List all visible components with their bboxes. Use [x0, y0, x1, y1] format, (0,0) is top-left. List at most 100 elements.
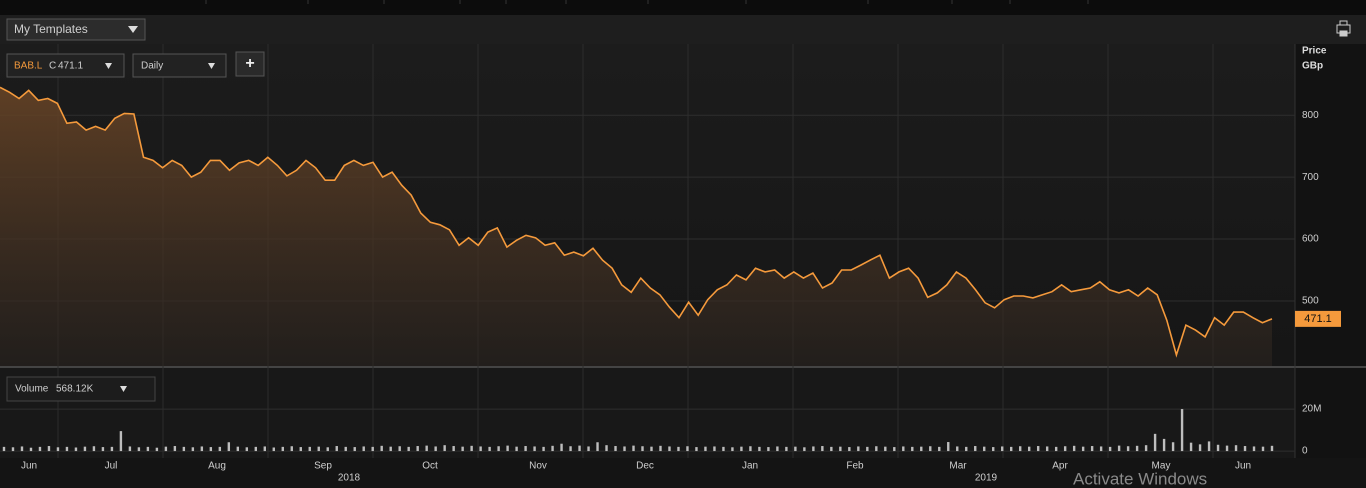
- print-button[interactable]: [1336, 20, 1351, 37]
- last-price-box: [1295, 310, 1341, 327]
- year-label: 2018: [338, 473, 361, 484]
- volume-bar: [560, 443, 563, 452]
- volume-bar: [146, 446, 150, 452]
- volume-bar: [398, 446, 401, 452]
- volume-bar: [281, 446, 284, 452]
- volume-bar: [515, 446, 518, 452]
- volume-bar: [893, 447, 896, 452]
- y-tick-label: 700: [1302, 172, 1319, 183]
- volume-bar: [992, 447, 995, 452]
- volume-bar: [947, 442, 950, 452]
- volume-bar: [371, 446, 374, 452]
- volume-bar: [1144, 445, 1148, 452]
- y-tick-label: 800: [1302, 110, 1319, 121]
- volume-bar: [470, 445, 473, 452]
- volume-bar: [362, 446, 365, 452]
- tab-dividers: [205, 0, 1089, 4]
- volume-bar: [1090, 446, 1094, 452]
- volume-bar: [605, 445, 608, 452]
- volume-bar: [758, 446, 761, 452]
- volume-bar: [56, 447, 60, 452]
- volume-bar: [767, 447, 770, 452]
- volume-bar: [596, 442, 599, 452]
- volume-bar: [1072, 445, 1076, 452]
- volume-bar: [1153, 433, 1157, 452]
- volume-bar: [668, 446, 671, 452]
- volume-bar: [1261, 446, 1265, 452]
- volume-bar: [830, 446, 833, 452]
- x-tick-label: Jan: [742, 461, 758, 472]
- volume-bar: [794, 446, 797, 452]
- volume-bar: [344, 446, 347, 452]
- volume-bar: [839, 446, 842, 452]
- volume-label: Volume: [15, 384, 49, 395]
- volume-bar: [1162, 438, 1166, 452]
- volume-bar: [236, 446, 240, 452]
- volume-bar: [704, 446, 707, 452]
- add-button[interactable]: [235, 51, 265, 77]
- volume-bar: [173, 446, 177, 452]
- volume-bar: [290, 446, 293, 452]
- volume-bar: [659, 445, 662, 452]
- volume-bar: [1063, 446, 1067, 452]
- volume-bar: [65, 446, 69, 452]
- volume-bar: [272, 447, 275, 452]
- volume-bar: [1126, 446, 1130, 452]
- templates-dropdown[interactable]: [6, 18, 146, 41]
- volume-bar: [1171, 442, 1175, 452]
- symbol-box[interactable]: [6, 53, 125, 78]
- volume-bar: [128, 446, 132, 452]
- volume-bar: [164, 446, 168, 452]
- volume-bar: [911, 446, 914, 452]
- volume-bar: [245, 447, 249, 452]
- volume-bar: [1045, 446, 1049, 452]
- volume-bar: [200, 446, 204, 452]
- volume-bar: [380, 445, 383, 452]
- volume-bar: [632, 445, 635, 452]
- volume-bar: [1243, 446, 1247, 452]
- y-tick-label: 0: [1302, 446, 1308, 457]
- y-tick-label: 500: [1302, 296, 1319, 307]
- volume-bar: [1117, 445, 1121, 452]
- volume-bar: [20, 446, 24, 452]
- volume-bar: [920, 446, 923, 452]
- price-area: [0, 87, 1272, 367]
- x-tick-label: Nov: [529, 461, 547, 472]
- volume-bar: [956, 446, 959, 452]
- close-prefix: C: [49, 61, 56, 72]
- volume-bar: [875, 446, 878, 452]
- volume-bar: [722, 446, 725, 452]
- volume-bar: [884, 446, 887, 452]
- volume-bar: [983, 446, 986, 452]
- volume-bar: [1189, 442, 1193, 452]
- last-price-label: 471.1: [1304, 313, 1332, 325]
- volume-bar: [1252, 446, 1256, 452]
- volume-bar: [119, 431, 123, 452]
- volume-bar: [443, 445, 446, 452]
- interval: Daily: [141, 61, 163, 72]
- volume-bar: [740, 446, 743, 452]
- year-label: 2019: [975, 473, 998, 484]
- symbol: BAB.L: [14, 61, 43, 72]
- plot: 500 600 700 800 471.1 20M 0 Jun Jul Aug Sep Oct Nov D…: [0, 86, 1341, 484]
- y-tick-label: 600: [1302, 234, 1319, 245]
- interval-box[interactable]: [132, 53, 227, 78]
- volume-bar: [83, 446, 87, 452]
- volume-bar: [614, 446, 617, 452]
- volume-bar: [218, 446, 222, 452]
- volume-bar: [452, 446, 455, 452]
- x-tick-label: Jun: [21, 461, 37, 472]
- x-tick-label: Feb: [846, 461, 864, 472]
- volume-bar: [326, 447, 329, 452]
- volume-bar: [1180, 409, 1184, 452]
- price-axis-title: Price: [1302, 46, 1327, 57]
- price-axis-unit: GBp: [1302, 61, 1323, 72]
- volume-bar: [1234, 445, 1238, 452]
- volume-bar: [227, 442, 231, 452]
- volume-bar: [353, 447, 356, 452]
- volume-box[interactable]: [6, 376, 156, 402]
- volume-bar: [29, 447, 33, 452]
- volume-bar: [2, 446, 6, 452]
- x-tick-label: Apr: [1052, 461, 1068, 472]
